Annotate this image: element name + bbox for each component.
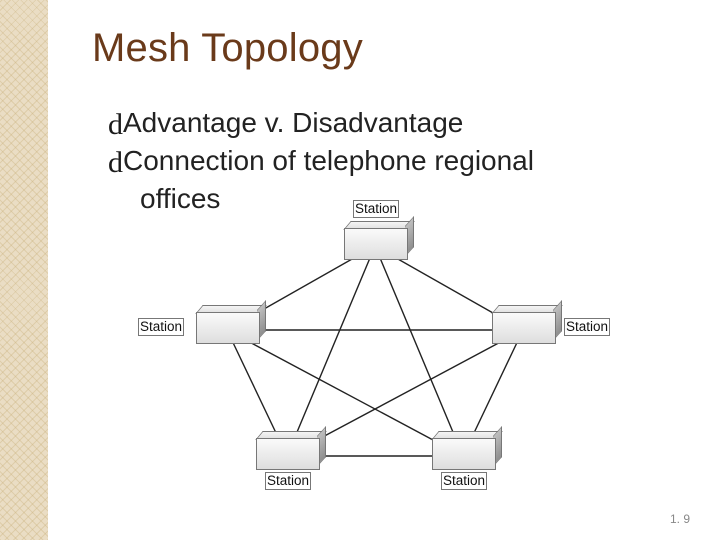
bullet-item: dConnection of telephone regional <box>108 142 534 180</box>
bullet-text: Advantage v. Disadvantage <box>123 107 463 138</box>
mesh-topology-diagram: Station Station Station Station Station <box>175 218 575 498</box>
station-node: Station <box>338 228 416 258</box>
bullet-list: dAdvantage v. Disadvantage dConnection o… <box>108 104 534 216</box>
station-box-icon <box>256 438 318 468</box>
station-label: Station <box>353 200 399 218</box>
station-box-icon <box>432 438 494 468</box>
station-label: Station <box>138 318 184 336</box>
station-box-icon <box>344 228 406 258</box>
decorative-left-strip <box>0 0 48 540</box>
edge <box>287 246 375 456</box>
station-node: Station <box>426 438 504 468</box>
edge <box>375 246 463 456</box>
slide-title: Mesh Topology <box>92 26 363 71</box>
station-node: Station <box>486 312 564 342</box>
station-box-icon <box>492 312 554 342</box>
station-label: Station <box>564 318 610 336</box>
station-box-icon <box>196 312 258 342</box>
bullet-text: Connection of telephone regional <box>123 145 534 176</box>
page-number: 1. 9 <box>670 512 690 526</box>
diagram-edges <box>175 218 575 498</box>
bullet-glyph-icon: d <box>108 144 123 182</box>
station-label: Station <box>441 472 487 490</box>
bullet-glyph-icon: d <box>108 106 123 144</box>
station-label: Station <box>265 472 311 490</box>
bullet-item: dAdvantage v. Disadvantage <box>108 104 534 142</box>
station-node: Station <box>250 438 328 468</box>
station-node: Station <box>190 312 268 342</box>
bullet-text-cont: offices <box>140 181 534 216</box>
